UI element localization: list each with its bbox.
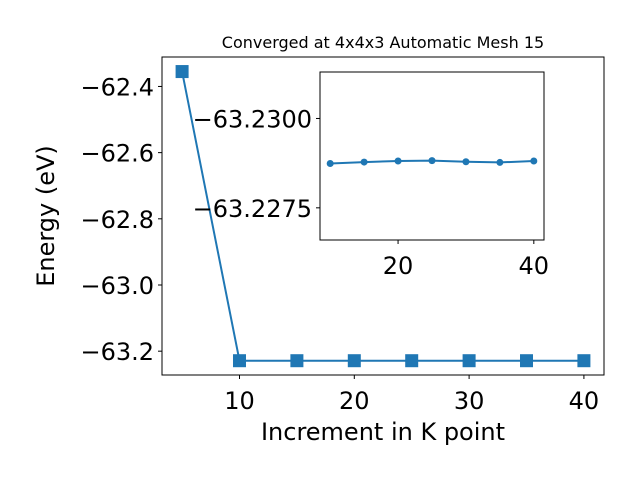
main-plot-frame	[161, 56, 605, 376]
inset-data-point	[530, 157, 538, 165]
main-y-tick-label: −63.2	[80, 338, 154, 366]
inset-background	[320, 72, 544, 240]
inset-data-point	[496, 158, 504, 166]
inset-data-point	[462, 158, 470, 166]
y-axis-label: Energy (eV)	[32, 145, 60, 287]
main-x-tick-label: 10	[224, 387, 255, 415]
main-series-line	[181, 71, 584, 362]
inset-data-point	[428, 157, 436, 165]
main-data-point	[520, 354, 534, 368]
inset-x-tick-label: 20	[383, 252, 414, 280]
x-axis-label: Increment in K point	[261, 418, 505, 446]
chart-title: Converged at 4x4x3 Automatic Mesh 15	[222, 33, 544, 52]
inset-series	[326, 157, 538, 168]
main-data-point	[462, 354, 476, 368]
main-data-point	[347, 354, 361, 368]
main-data-point	[405, 354, 419, 368]
main-data-point	[290, 354, 304, 368]
inset-x-tick-label: 40	[519, 252, 550, 280]
main-data-point	[232, 354, 246, 368]
main-y-tick-label: −62.8	[80, 206, 154, 234]
inset-axes: 20 40 −63.2300 −63.2275	[193, 71, 549, 280]
main-x-tick-label: 40	[569, 387, 600, 415]
main-data-point	[175, 65, 189, 79]
main-y-tick-label: −62.4	[80, 73, 154, 101]
main-x-tick-label: 30	[454, 387, 485, 415]
inset-ticks: 20 40 −63.2300 −63.2275	[193, 105, 549, 280]
inset-y-tick-label: −63.2275	[193, 195, 312, 223]
inset-data-point	[394, 157, 402, 165]
main-data-point	[577, 354, 591, 368]
inset-data-point	[326, 160, 334, 168]
main-ticks: 10 20 30 40 −63.2 −63.0 −62.8 −62.6 −62.4	[80, 73, 599, 415]
main-series	[175, 65, 591, 368]
inset-plot-frame	[319, 71, 545, 241]
main-y-tick-label: −63.0	[80, 272, 154, 300]
main-x-tick-label: 20	[339, 387, 370, 415]
inset-y-tick-label: −63.2300	[193, 105, 312, 133]
inset-data-point	[360, 158, 368, 166]
main-axes: Converged at 4x4x3 Automatic Mesh 15 Inc…	[32, 33, 605, 446]
main-y-tick-label: −62.6	[80, 140, 154, 168]
